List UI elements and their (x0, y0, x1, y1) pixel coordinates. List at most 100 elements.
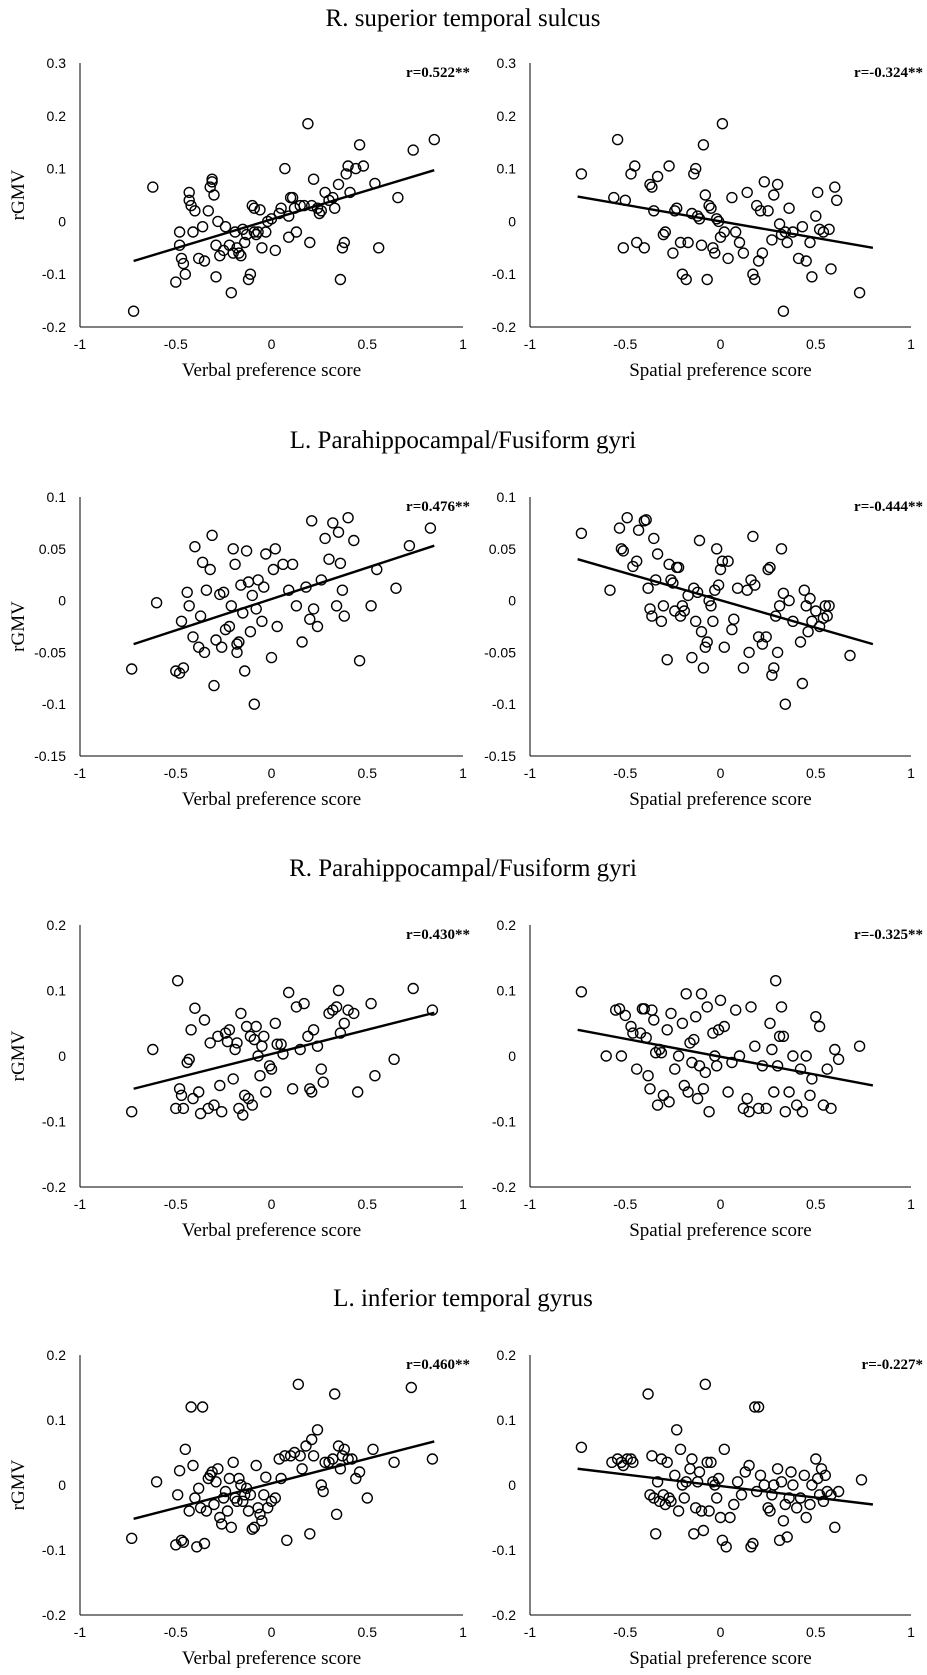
data-point (353, 139, 366, 151)
data-point (686, 1056, 698, 1069)
data-point (831, 194, 843, 207)
data-point (703, 594, 715, 607)
data-point (783, 1086, 795, 1098)
y-tick-label: -0.2 (492, 319, 516, 335)
data-point (684, 1037, 696, 1049)
data-point (173, 1083, 186, 1095)
scatter-panel-2: -0.2 -0.1 0 0.1 0.2 -1 -0.5 0 0.5 1 Spatial prefer… (492, 1347, 923, 1669)
x-tick-label: -0.5 (613, 765, 637, 781)
data-point (198, 1014, 211, 1026)
data-point (651, 170, 664, 183)
y-tick-label: -0.1 (42, 1542, 66, 1558)
data-point (238, 236, 251, 249)
data-point (150, 1476, 163, 1488)
x-tick-label: 1 (459, 336, 467, 352)
row-title: L. Parahippocampal/Fusiform gyri (290, 427, 637, 454)
data-point (781, 1531, 793, 1543)
y-tick-label: 0 (508, 1477, 516, 1493)
data-point (711, 1060, 723, 1072)
data-point (766, 669, 778, 681)
data-point (621, 1453, 633, 1465)
data-point (716, 555, 729, 567)
data-point (246, 589, 259, 602)
y-tick-label: 0.1 (497, 1412, 517, 1428)
y-tick-label: -0.1 (492, 1114, 516, 1130)
data-point (183, 600, 195, 612)
data-point (770, 975, 782, 987)
x-tick-label: -0.5 (164, 1624, 188, 1640)
data-point (770, 610, 782, 622)
data-point (189, 541, 201, 553)
data-point (302, 117, 314, 130)
data-point (198, 255, 211, 267)
data-point (235, 579, 247, 591)
x-tick-label: 1 (459, 1624, 467, 1640)
data-point (269, 244, 281, 257)
data-point (231, 1495, 243, 1508)
data-point (194, 610, 207, 622)
data-point (680, 273, 692, 286)
data-point (768, 662, 780, 674)
data-point (815, 1463, 828, 1475)
data-point (177, 1536, 190, 1548)
data-point (760, 1102, 772, 1115)
data-point (728, 613, 740, 625)
data-point (625, 1020, 637, 1033)
data-point (773, 1534, 786, 1547)
data-point (785, 1466, 797, 1478)
data-point (212, 215, 224, 228)
data-point (817, 1099, 830, 1111)
data-point (773, 218, 786, 230)
data-point (720, 1541, 732, 1553)
data-point (252, 574, 264, 586)
x-tick-label: 0.5 (806, 765, 826, 781)
data-point (246, 1523, 259, 1535)
data-point (663, 160, 675, 172)
data-point (752, 1401, 765, 1413)
data-point (812, 1472, 824, 1485)
data-point (783, 202, 795, 214)
data-point (271, 1038, 283, 1050)
x-tick-label: 0.5 (358, 1624, 378, 1640)
data-point (752, 1102, 765, 1115)
y-tick-label: 0.3 (497, 55, 517, 71)
data-point (712, 1024, 725, 1036)
data-point (615, 1050, 628, 1062)
row-1: R. superior temporal sulcus -0.2 -0.1 0 0.1 0… (8, 5, 923, 381)
data-point (240, 1020, 253, 1033)
x-tick-label: -1 (524, 1196, 537, 1212)
data-point (684, 1463, 696, 1475)
y-tick-label: 0.05 (39, 541, 66, 557)
data-point (353, 1466, 366, 1478)
data-point (806, 1479, 818, 1491)
data-point (179, 268, 192, 280)
data-point (712, 579, 725, 591)
x-tick-label: 1 (907, 1624, 915, 1640)
data-point (171, 1489, 184, 1501)
data-point (783, 1492, 795, 1504)
data-point (638, 242, 650, 254)
data-point (307, 1450, 320, 1462)
data-point (804, 1498, 816, 1511)
y-tick-label: 0.2 (47, 917, 67, 933)
data-point (206, 176, 218, 188)
y-tick-label: -0.1 (492, 696, 516, 712)
data-point (346, 1453, 358, 1465)
scatter-panel-1: -0.2 -0.1 0 0.1 0.2 -1 -0.5 0 0.5 1 Verbal prefere… (8, 1347, 470, 1669)
data-point (693, 1466, 706, 1478)
x-tick-label: 0.5 (806, 1624, 826, 1640)
data-point (260, 226, 272, 238)
data-point (741, 584, 753, 596)
data-point (627, 1027, 639, 1039)
data-point (340, 168, 352, 180)
data-point (674, 236, 687, 249)
data-point (338, 1443, 350, 1456)
data-point (745, 1001, 757, 1013)
data-point (185, 1024, 197, 1036)
correlation-label: r=0.476** (406, 499, 470, 515)
y-tick-label: 0 (508, 213, 516, 229)
data-point (334, 273, 347, 286)
data-point (678, 1492, 690, 1504)
x-tick-label: 0.5 (806, 1196, 826, 1212)
x-tick-label: 0 (717, 336, 725, 352)
